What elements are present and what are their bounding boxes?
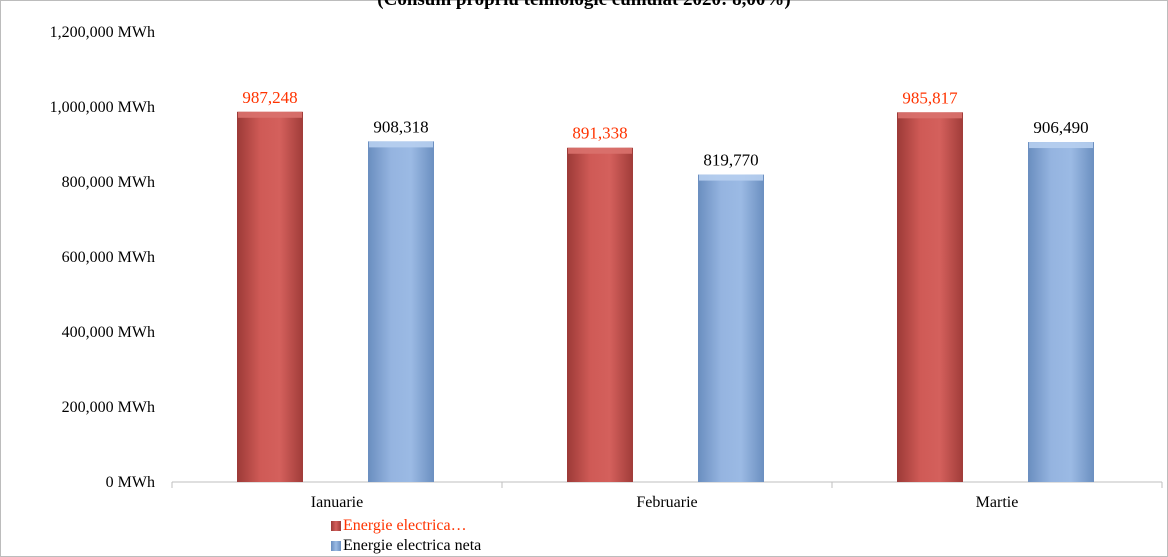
legend-swatch-blue	[331, 541, 341, 551]
legend-item-series-1[interactable]: Energie electrica…	[331, 516, 481, 536]
data-label: 987,248	[242, 88, 297, 107]
legend-label-series-2: Energie electrica neta	[343, 537, 482, 554]
data-labels: 987,248 891,338 985,817 908,318 819,770 906,4…	[242, 88, 1088, 170]
y-tick-label: 600,000 MWh	[62, 249, 155, 266]
legend-swatch-red	[331, 521, 341, 531]
bars	[237, 111, 1094, 483]
bar-top-bevel	[1029, 142, 1093, 149]
y-tick-label: 1,200,000 MWh	[50, 24, 155, 41]
bar[interactable]	[1028, 142, 1094, 482]
y-tick-label: 0 MWh	[106, 474, 155, 491]
bar[interactable]	[237, 111, 303, 483]
data-label: 906,490	[1033, 118, 1088, 137]
bar-top-bevel	[238, 111, 302, 118]
x-tick-label: Martie	[976, 494, 1019, 511]
y-tick-label: 200,000 MWh	[62, 399, 155, 416]
bar-2-1[interactable]	[368, 141, 434, 483]
bar-1-1[interactable]	[237, 111, 303, 483]
legend-label-series-1: Energie electrica…	[343, 517, 467, 534]
y-tick-label: 1,000,000 MWh	[50, 99, 155, 116]
bar-top-bevel	[898, 112, 962, 119]
data-label: 985,817	[902, 88, 958, 107]
bar-1-2[interactable]	[567, 147, 633, 483]
legend-item-series-2[interactable]: Energie electrica neta	[331, 536, 481, 556]
bar-top-bevel	[369, 141, 433, 148]
bar-2-3[interactable]	[1028, 142, 1094, 482]
x-axis: Ianuarie Februarie Martie	[171, 481, 1163, 511]
bar[interactable]	[567, 147, 633, 483]
bar-1-3[interactable]	[897, 112, 963, 482]
bar-top-bevel	[568, 147, 632, 154]
legend: Energie electrica… Energie electrica net…	[331, 516, 481, 556]
data-label: 891,338	[572, 124, 627, 143]
y-tick-label: 400,000 MWh	[62, 324, 155, 341]
y-tick-label: 800,000 MWh	[62, 174, 155, 191]
bar[interactable]	[368, 141, 434, 483]
bar-2-2[interactable]	[698, 174, 764, 482]
chart-title: (Consum propriu tehnologic cumulat 2020:…	[0, 0, 1168, 11]
bar[interactable]	[698, 174, 764, 482]
data-label: 908,318	[373, 117, 428, 136]
data-label: 819,770	[703, 151, 758, 170]
bar-top-bevel	[699, 174, 763, 181]
y-axis-labels: 0 MWh 200,000 MWh 400,000 MWh 600,000 MWh 80…	[50, 24, 155, 491]
x-tick-label: Ianuarie	[311, 494, 363, 511]
x-tick-label: Februarie	[636, 494, 697, 511]
bar[interactable]	[897, 112, 963, 482]
